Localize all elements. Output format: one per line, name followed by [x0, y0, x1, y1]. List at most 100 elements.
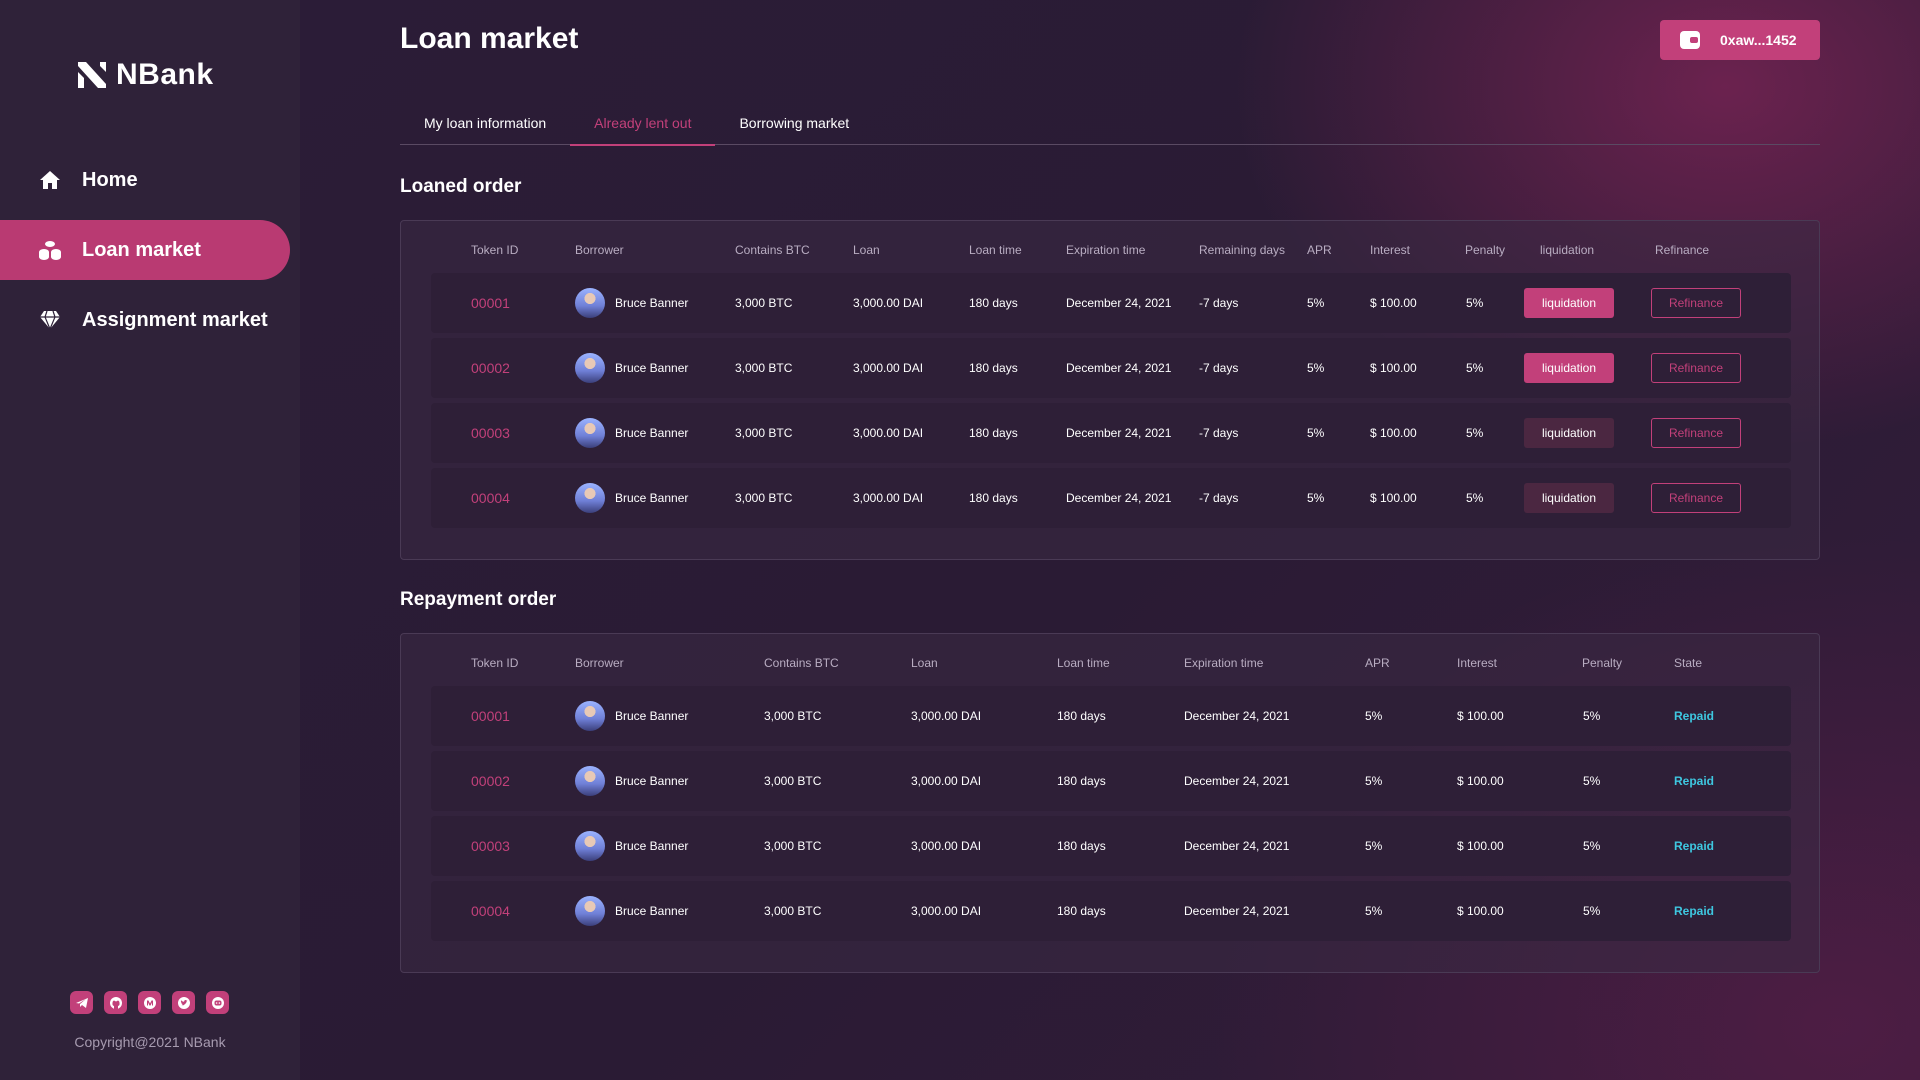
column-header: Expiration time [1184, 656, 1264, 670]
loan-amount: 3,000.00 DAI [853, 296, 924, 310]
loaned-order-table: Token ID Borrower Contains BTC Loan Loan tim… [400, 220, 1820, 560]
borrower-cell: Bruce Banner [575, 273, 688, 333]
contains-btc: 3,000 BTC [764, 904, 822, 918]
table-header: Token ID Borrower Contains BTC Loan Loan tim… [431, 243, 1791, 263]
column-header: Interest [1457, 656, 1498, 670]
remaining-days: -7 days [1199, 491, 1239, 505]
remaining-days: -7 days [1199, 296, 1239, 310]
refinance-cell: Refinance [1651, 403, 1741, 463]
medium-icon[interactable] [138, 991, 161, 1014]
penalty: 5% [1466, 361, 1484, 375]
column-header: Borrower [575, 656, 624, 670]
contains-btc: 3,000 BTC [735, 491, 793, 505]
sidebar-item-label: Loan market [82, 238, 201, 261]
liquidation-cell: liquidation [1524, 403, 1614, 463]
interest: $ 100.00 [1370, 491, 1417, 505]
tab-bar: My loan information Already lent out Bor… [400, 100, 1820, 146]
borrower-name: Bruce Banner [615, 904, 689, 918]
borrower-cell: Bruce Banner [575, 881, 688, 941]
table-row: 00002 Bruce Banner 3,000 BTC 3,000.00 DAI 18… [431, 751, 1791, 811]
wallet-icon [1680, 31, 1700, 49]
loan-amount: 3,000.00 DAI [911, 709, 982, 723]
tab-already-lent-out[interactable]: Already lent out [570, 100, 716, 146]
coins-icon [38, 238, 62, 262]
liquidation-button[interactable]: liquidation [1524, 483, 1614, 513]
sidebar-item-loan-market[interactable]: Loan market [0, 220, 290, 280]
expiration-time: December 24, 2021 [1184, 839, 1290, 853]
column-header: Loan time [1057, 656, 1110, 670]
refinance-button[interactable]: Refinance [1651, 418, 1741, 448]
apr: 5% [1307, 426, 1325, 440]
loan-time: 180 days [969, 491, 1018, 505]
repayment-order-title: Repayment order [400, 589, 557, 610]
liquidation-button[interactable]: liquidation [1524, 353, 1614, 383]
token-id: 00003 [471, 425, 510, 441]
borrower-name: Bruce Banner [615, 426, 689, 440]
tab-borrowing-market[interactable]: Borrowing market [739, 114, 850, 131]
tab-my-loan-information[interactable]: My loan information [424, 114, 547, 131]
table-row: 00001 Bruce Banner 3,000 BTC 3,000.00 DAI 18… [431, 686, 1791, 746]
table-row: 00003 Bruce Banner 3,000 BTC 3,000.00 DAI 18… [431, 403, 1791, 463]
refinance-button[interactable]: Refinance [1651, 483, 1741, 513]
social-links [70, 991, 229, 1014]
avatar [575, 353, 605, 383]
column-header: Interest [1370, 243, 1411, 257]
state-badge: Repaid [1674, 709, 1715, 723]
column-header: APR [1307, 243, 1332, 257]
interest: $ 100.00 [1457, 774, 1504, 788]
table-header: Token ID Borrower Contains BTC Loan Loan tim… [431, 656, 1791, 676]
contains-btc: 3,000 BTC [735, 426, 793, 440]
penalty: 5% [1583, 774, 1601, 788]
refinance-button[interactable]: Refinance [1651, 353, 1741, 383]
column-header: Contains BTC [735, 243, 810, 257]
token-id: 00003 [471, 838, 510, 854]
column-header: Penalty [1582, 656, 1623, 670]
discord-icon[interactable] [206, 991, 229, 1014]
borrower-cell: Bruce Banner [575, 686, 688, 746]
interest: $ 100.00 [1370, 361, 1417, 375]
expiration-time: December 24, 2021 [1184, 709, 1290, 723]
interest: $ 100.00 [1457, 904, 1504, 918]
avatar [575, 831, 605, 861]
expiration-time: December 24, 2021 [1066, 426, 1172, 440]
remaining-days: -7 days [1199, 426, 1239, 440]
avatar [575, 483, 605, 513]
column-header: Borrower [575, 243, 624, 257]
state-badge: Repaid [1674, 774, 1715, 788]
token-id: 00002 [471, 360, 510, 376]
sidebar-item-home[interactable]: Home [0, 150, 300, 210]
brand-logo[interactable]: NBank [76, 58, 214, 92]
loan-time: 180 days [1057, 709, 1106, 723]
liquidation-button[interactable]: liquidation [1524, 288, 1614, 318]
refinance-button[interactable]: Refinance [1651, 288, 1741, 318]
liquidation-button[interactable]: liquidation [1524, 418, 1614, 448]
expiration-time: December 24, 2021 [1066, 296, 1172, 310]
contains-btc: 3,000 BTC [735, 361, 793, 375]
penalty: 5% [1583, 839, 1601, 853]
expiration-time: December 24, 2021 [1184, 774, 1290, 788]
table-row: 00004 Bruce Banner 3,000 BTC 3,000.00 DAI 18… [431, 881, 1791, 941]
loan-amount: 3,000.00 DAI [911, 774, 982, 788]
column-header: Loan time [969, 243, 1022, 257]
refinance-cell: Refinance [1651, 273, 1741, 333]
token-id: 00001 [471, 708, 510, 724]
liquidation-cell: liquidation [1524, 338, 1614, 398]
page-title: Loan market [400, 22, 579, 55]
column-header: Token ID [471, 656, 519, 670]
wallet-button[interactable]: 0xaw...1452 [1660, 20, 1820, 60]
borrower-cell: Bruce Banner [575, 468, 688, 528]
liquidation-cell: liquidation [1524, 273, 1614, 333]
apr: 5% [1365, 774, 1383, 788]
column-header: State [1674, 656, 1703, 670]
telegram-icon[interactable] [70, 991, 93, 1014]
twitter-icon[interactable] [172, 991, 195, 1014]
refinance-cell: Refinance [1651, 468, 1741, 528]
interest: $ 100.00 [1457, 839, 1504, 853]
interest: $ 100.00 [1370, 296, 1417, 310]
loan-amount: 3,000.00 DAI [853, 426, 924, 440]
avatar [575, 766, 605, 796]
borrower-name: Bruce Banner [615, 839, 689, 853]
sidebar-item-assignment-market[interactable]: Assignment market [0, 290, 300, 350]
github-icon[interactable] [104, 991, 127, 1014]
apr: 5% [1365, 709, 1383, 723]
